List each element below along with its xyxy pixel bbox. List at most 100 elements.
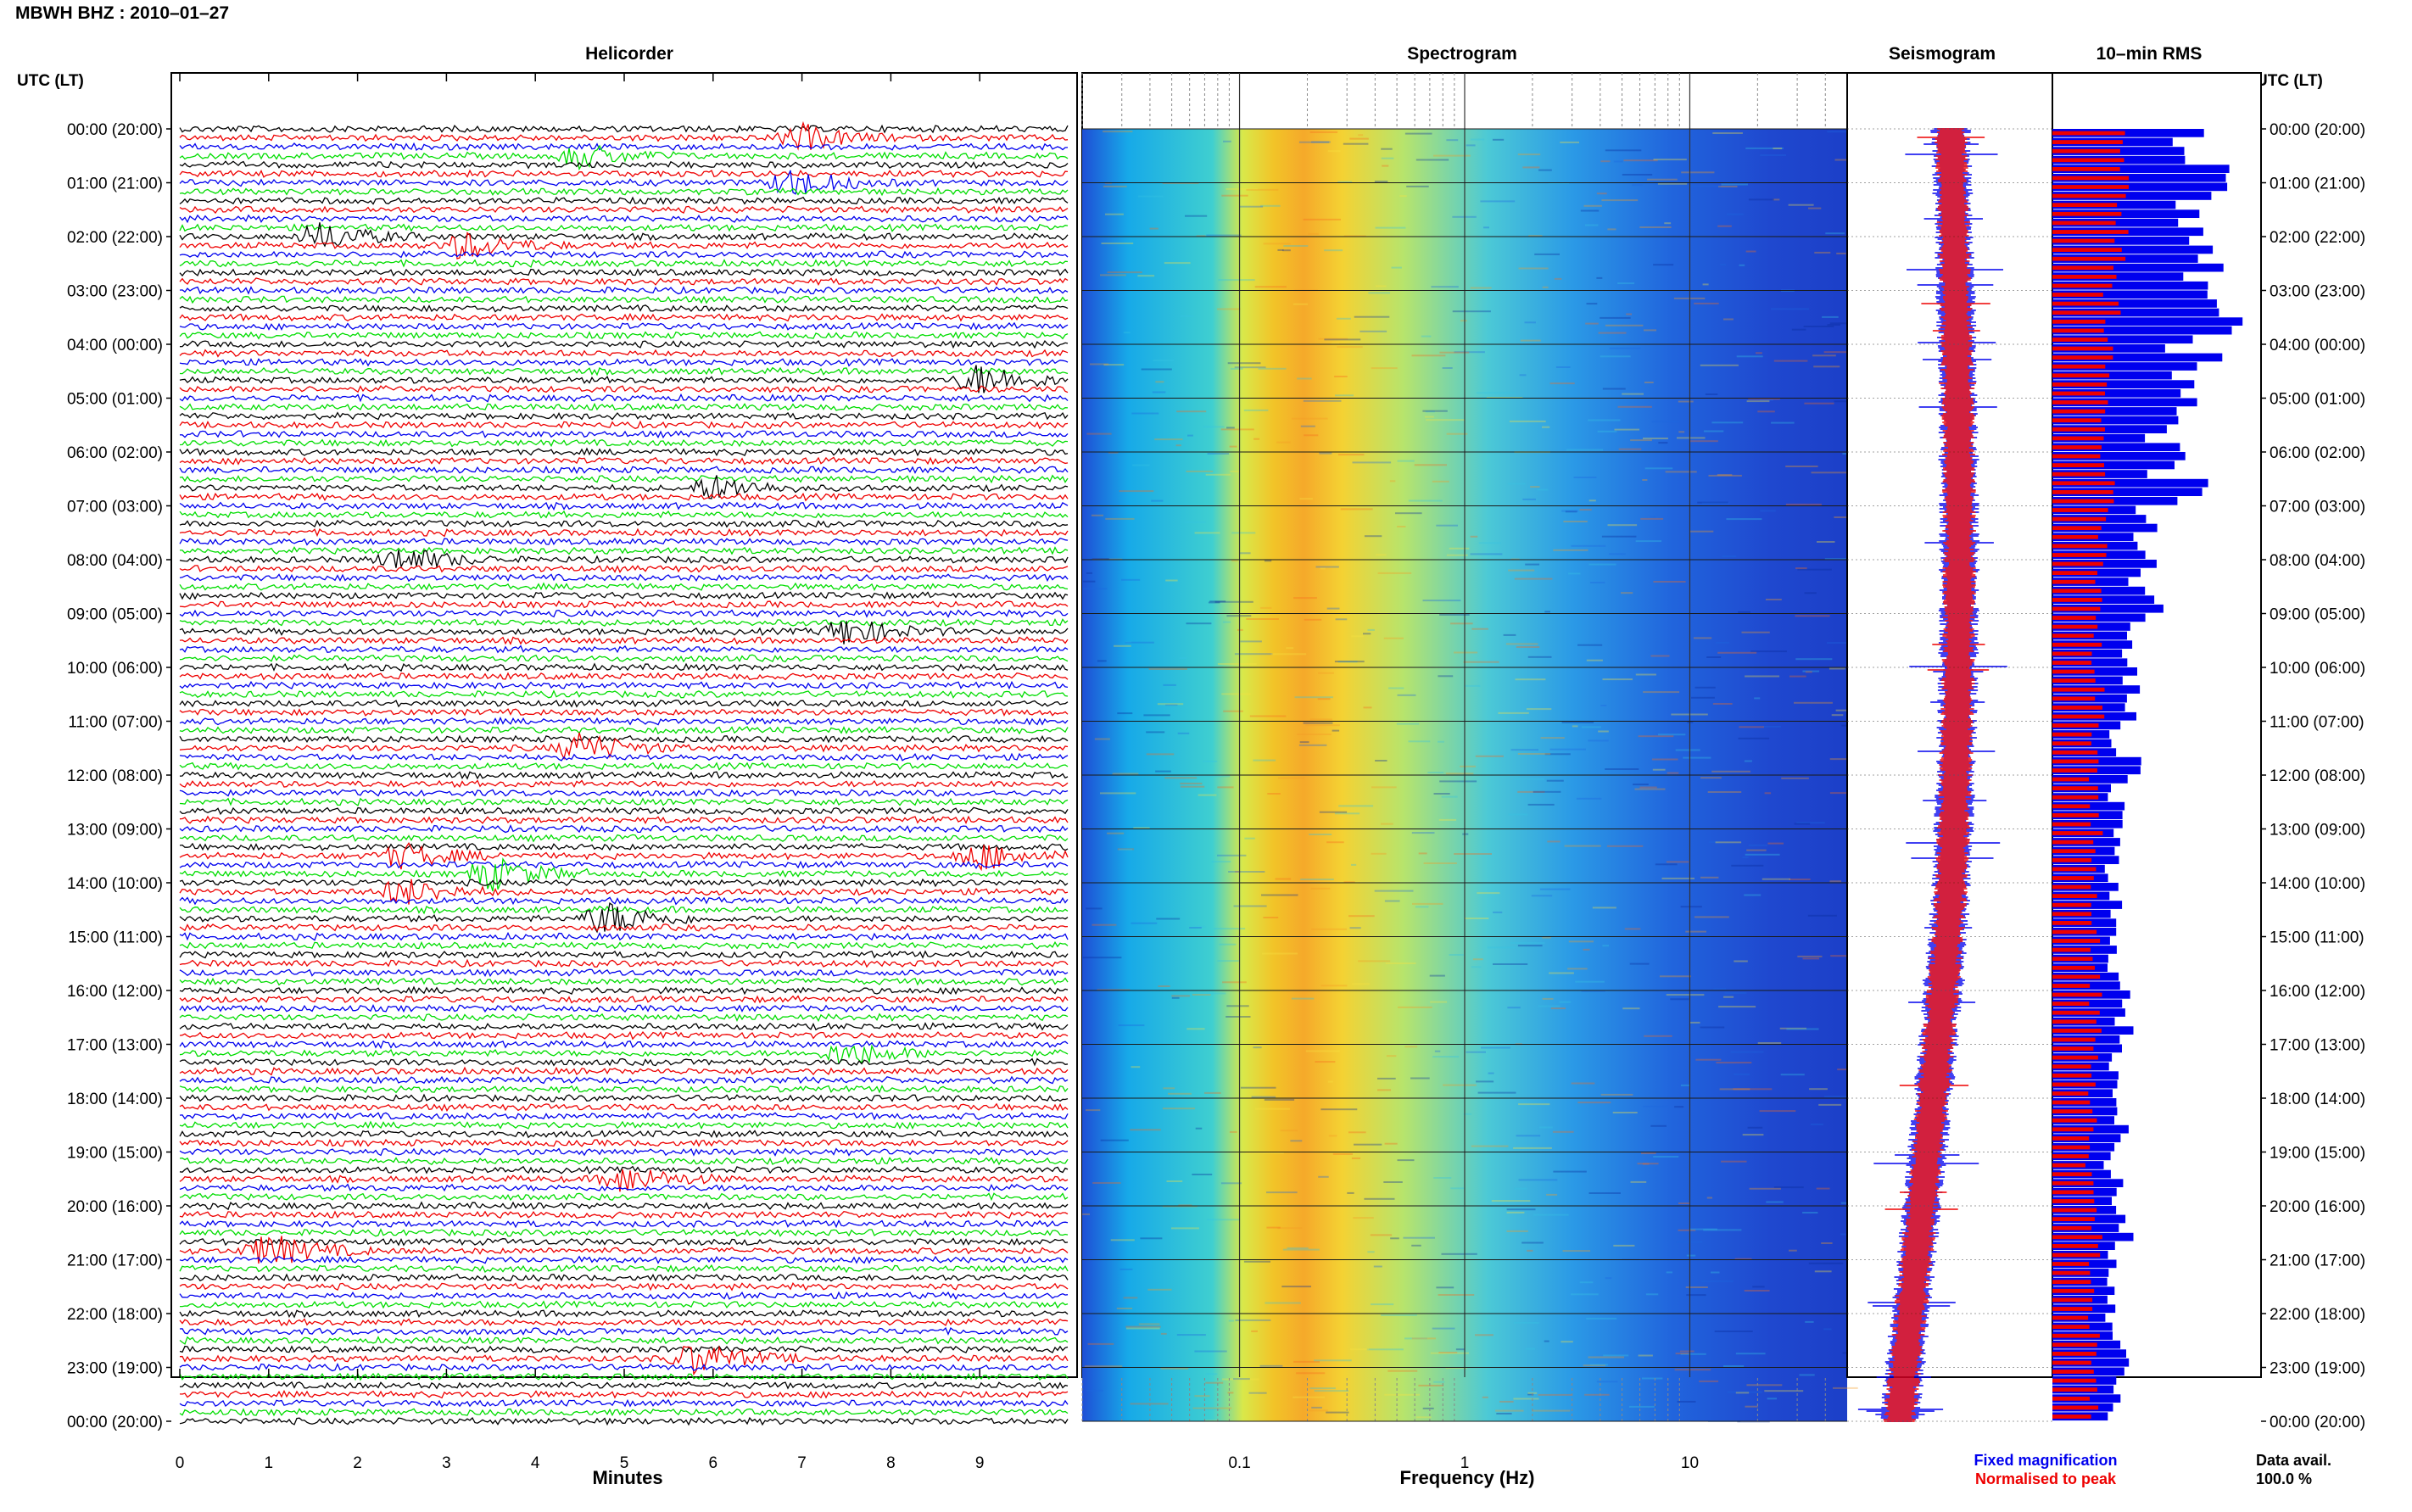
helicorder-trace-row: [179, 295, 1069, 304]
helicorder-trace-row: [179, 1030, 1069, 1041]
spectrogram-speckle: [1439, 351, 1470, 354]
time-label-right: 23:00 (19:00): [2270, 1360, 2365, 1378]
spectrogram-speckle: [1223, 710, 1243, 712]
spectrogram-speckle: [1261, 894, 1298, 896]
spectrogram-speckle: [1477, 392, 1515, 394]
spectrogram-speckle: [1680, 1084, 1690, 1086]
spectrogram-speckle: [1644, 382, 1654, 383]
spectrogram-speckle: [1298, 141, 1330, 143]
spectrogram-speckle: [1691, 696, 1715, 699]
spectrogram-speckle: [1622, 393, 1644, 395]
spectrogram-speckle: [1812, 354, 1836, 357]
spectrogram-speckle: [1343, 235, 1366, 237]
spectrogram-speckle: [1689, 1021, 1700, 1024]
spectrogram-speckle: [1343, 142, 1369, 145]
spectrogram-speckle: [1802, 670, 1820, 672]
spectrogram-speckle: [1439, 613, 1470, 616]
rms-normalised-bar: [2052, 795, 2099, 800]
spectrogram-speckle: [1621, 592, 1633, 594]
spectrogram-speckle: [1718, 1006, 1756, 1008]
spectrogram-speckle: [1752, 1286, 1765, 1288]
spectrogram-speckle: [1764, 792, 1772, 795]
spectrogram-speckle: [1598, 332, 1627, 334]
spectrogram-speckle: [1589, 1364, 1608, 1366]
rms-normalised-bar: [2052, 526, 2102, 531]
time-label-left: 03:00 (23:00): [67, 283, 163, 301]
spectrogram-speckle: [1377, 572, 1412, 574]
rms-fixed-bar: [2052, 263, 2224, 272]
spectrogram-speckle: [1412, 902, 1443, 905]
spectrogram-speckle: [1119, 1268, 1133, 1270]
spectrogram-speckle: [1123, 332, 1131, 334]
rms-normalised-bar: [2052, 624, 2098, 629]
minute-tick-label: 5: [620, 1454, 629, 1472]
spectrogram-speckle: [1186, 622, 1212, 625]
spectrogram-speckle: [1496, 1413, 1512, 1414]
spectrogram-speckle: [1733, 1088, 1773, 1091]
spectrogram-speckle: [1416, 1416, 1432, 1419]
spectrogram-speckle: [1561, 721, 1594, 723]
spectrogram-speckle: [1721, 183, 1748, 186]
spectrogram-speckle: [1493, 963, 1528, 965]
spectrogram-speckle: [1411, 354, 1446, 357]
spectrogram-speckle: [1208, 601, 1220, 604]
spectrogram-speckle: [1630, 439, 1652, 442]
spectrogram-speckle: [1470, 553, 1503, 555]
spectrogram-speckle: [1195, 1127, 1203, 1130]
rms-normalised-bar: [2052, 409, 2106, 414]
spectrogram-speckle: [1140, 1237, 1163, 1240]
spectrogram-speckle: [1320, 567, 1326, 570]
spectrogram-speckle: [1756, 352, 1762, 354]
helicorder-trace-row: [179, 1004, 1069, 1013]
spectrogram-speckle: [1360, 330, 1387, 332]
rms-normalised-bar: [2052, 661, 2092, 665]
spectrogram-speckle: [1802, 957, 1819, 960]
spectrogram-speckle: [1513, 1321, 1539, 1324]
spectrogram-speckle: [1304, 618, 1322, 621]
spectrogram-speckle: [1176, 410, 1207, 413]
spectrogram-speckle: [1581, 726, 1601, 728]
spectrogram-speckle: [1311, 141, 1331, 143]
spectrogram-speckle: [1319, 452, 1332, 455]
rms-normalised-bar: [2052, 633, 2094, 639]
frequency-tick-label: 0.1: [1228, 1454, 1250, 1472]
rms-normalised-bar: [2052, 283, 2113, 288]
spectrogram-speckle: [1531, 895, 1553, 897]
spectrogram-speckle: [1418, 852, 1427, 855]
spectrogram-speckle: [1374, 181, 1388, 182]
spectrogram-speckle: [1248, 1392, 1259, 1395]
spectrogram-speckle: [1171, 996, 1180, 999]
spectrogram-speckle: [1146, 753, 1175, 756]
spectrogram-speckle: [1415, 159, 1449, 161]
rms-normalised-bar: [2052, 714, 2105, 719]
spectrogram-speckle: [1525, 1347, 1536, 1350]
spectrogram-speckle: [1568, 572, 1581, 575]
spectrogram-speckle: [1693, 637, 1712, 639]
spectrogram-speckle: [1759, 1110, 1796, 1113]
spectrogram-speckle: [1343, 881, 1355, 884]
rms-fixed-bar: [2052, 173, 2226, 182]
helicorder-trace-row: [179, 708, 1069, 717]
spectrogram-speckle: [1226, 1016, 1251, 1018]
time-label-right: 19:00 (15:00): [2270, 1145, 2365, 1163]
spectrogram-speckle: [1349, 927, 1361, 929]
spectrogram-speckle: [1712, 703, 1733, 705]
spectrogram-speckle: [1824, 1096, 1851, 1098]
spectrogram-speckle: [1277, 1227, 1303, 1230]
rms-normalised-bar: [2052, 1055, 2098, 1060]
spectrogram-speckle: [1254, 1107, 1290, 1110]
spectrogram-speckle: [1538, 1005, 1561, 1007]
helicorder-trace-row: [179, 940, 1069, 950]
helicorder-trace-row: [179, 879, 1069, 905]
spectrogram-speckle: [1226, 427, 1235, 429]
spectrogram-speckle: [1773, 198, 1780, 201]
spectrogram-speckle: [1707, 791, 1742, 793]
spectrogram-speckle: [1742, 856, 1749, 859]
rms-normalised-bar: [2052, 912, 2091, 917]
spectrogram-speckle: [1338, 805, 1374, 807]
spectrogram-speckle: [1433, 793, 1450, 795]
helicorder-trace-row: [179, 438, 1069, 448]
spectrogram-speckle: [1834, 159, 1850, 161]
rms-normalised-bar: [2052, 813, 2099, 817]
spectrogram-speckle: [1811, 471, 1850, 474]
